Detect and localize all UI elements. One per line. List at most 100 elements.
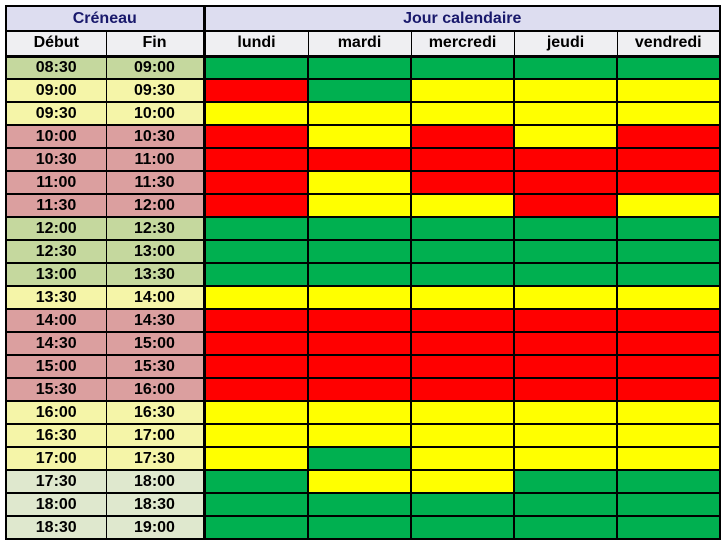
slot-start-cell[interactable]: 12:30	[5, 239, 107, 264]
slot-end-cell[interactable]: 10:30	[105, 124, 206, 149]
slot-status-cell[interactable]	[616, 446, 721, 471]
slot-status-cell[interactable]	[513, 54, 618, 80]
slot-start-cell[interactable]: 10:30	[5, 147, 107, 172]
slot-status-cell[interactable]	[616, 78, 721, 103]
slot-status-cell[interactable]	[410, 492, 515, 517]
slot-status-cell[interactable]	[307, 216, 412, 241]
slot-status-cell[interactable]	[410, 354, 515, 379]
slot-status-cell[interactable]	[513, 423, 618, 448]
slot-end-cell[interactable]: 09:30	[105, 78, 206, 103]
slot-status-cell[interactable]	[513, 285, 618, 310]
slot-status-cell[interactable]	[202, 216, 309, 241]
slot-start-cell[interactable]: 15:30	[5, 377, 107, 402]
slot-status-cell[interactable]	[513, 400, 618, 425]
slot-end-cell[interactable]: 12:00	[105, 193, 206, 218]
slot-status-cell[interactable]	[616, 54, 721, 80]
slot-start-cell[interactable]: 13:30	[5, 285, 107, 310]
slot-status-cell[interactable]	[202, 54, 309, 80]
slot-start-cell[interactable]: 14:00	[5, 308, 107, 333]
slot-status-cell[interactable]	[410, 423, 515, 448]
slot-status-cell[interactable]	[307, 469, 412, 494]
slot-status-cell[interactable]	[307, 239, 412, 264]
slot-status-cell[interactable]	[513, 170, 618, 195]
slot-status-cell[interactable]	[616, 308, 721, 333]
slot-status-cell[interactable]	[202, 515, 309, 540]
slot-status-cell[interactable]	[616, 354, 721, 379]
slot-end-cell[interactable]: 16:00	[105, 377, 206, 402]
slot-status-cell[interactable]	[410, 193, 515, 218]
slot-end-cell[interactable]: 15:30	[105, 354, 206, 379]
slot-status-cell[interactable]	[616, 423, 721, 448]
slot-status-cell[interactable]	[616, 262, 721, 287]
slot-end-cell[interactable]: 09:00	[105, 54, 206, 80]
slot-status-cell[interactable]	[202, 423, 309, 448]
slot-status-cell[interactable]	[513, 446, 618, 471]
slot-status-cell[interactable]	[202, 469, 309, 494]
slot-status-cell[interactable]	[307, 423, 412, 448]
slot-start-cell[interactable]: 10:00	[5, 124, 107, 149]
slot-status-cell[interactable]	[202, 78, 309, 103]
slot-status-cell[interactable]	[513, 239, 618, 264]
slot-status-cell[interactable]	[410, 147, 515, 172]
slot-status-cell[interactable]	[307, 101, 412, 126]
slot-start-cell[interactable]: 18:30	[5, 515, 107, 540]
slot-status-cell[interactable]	[307, 400, 412, 425]
slot-status-cell[interactable]	[616, 147, 721, 172]
slot-status-cell[interactable]	[307, 446, 412, 471]
slot-status-cell[interactable]	[410, 124, 515, 149]
slot-status-cell[interactable]	[616, 216, 721, 241]
slot-status-cell[interactable]	[202, 239, 309, 264]
slot-status-cell[interactable]	[202, 124, 309, 149]
slot-status-cell[interactable]	[202, 492, 309, 517]
slot-status-cell[interactable]	[410, 446, 515, 471]
slot-status-cell[interactable]	[616, 239, 721, 264]
slot-status-cell[interactable]	[616, 101, 721, 126]
slot-start-cell[interactable]: 18:00	[5, 492, 107, 517]
slot-status-cell[interactable]	[307, 262, 412, 287]
slot-status-cell[interactable]	[410, 216, 515, 241]
slot-status-cell[interactable]	[513, 78, 618, 103]
slot-status-cell[interactable]	[202, 446, 309, 471]
slot-status-cell[interactable]	[307, 78, 412, 103]
slot-start-cell[interactable]: 13:00	[5, 262, 107, 287]
slot-status-cell[interactable]	[307, 354, 412, 379]
slot-status-cell[interactable]	[307, 331, 412, 356]
slot-status-cell[interactable]	[410, 262, 515, 287]
slot-status-cell[interactable]	[410, 285, 515, 310]
slot-status-cell[interactable]	[616, 170, 721, 195]
slot-status-cell[interactable]	[202, 308, 309, 333]
slot-end-cell[interactable]: 11:30	[105, 170, 206, 195]
slot-end-cell[interactable]: 18:00	[105, 469, 206, 494]
slot-status-cell[interactable]	[307, 515, 412, 540]
slot-status-cell[interactable]	[202, 285, 309, 310]
slot-status-cell[interactable]	[202, 331, 309, 356]
slot-status-cell[interactable]	[410, 377, 515, 402]
slot-end-cell[interactable]: 14:00	[105, 285, 206, 310]
slot-status-cell[interactable]	[410, 78, 515, 103]
slot-status-cell[interactable]	[307, 377, 412, 402]
slot-status-cell[interactable]	[202, 101, 309, 126]
slot-end-cell[interactable]: 10:00	[105, 101, 206, 126]
slot-status-cell[interactable]	[307, 492, 412, 517]
slot-status-cell[interactable]	[513, 124, 618, 149]
slot-status-cell[interactable]	[616, 193, 721, 218]
slot-status-cell[interactable]	[202, 147, 309, 172]
slot-status-cell[interactable]	[513, 147, 618, 172]
slot-start-cell[interactable]: 09:00	[5, 78, 107, 103]
slot-status-cell[interactable]	[410, 469, 515, 494]
slot-end-cell[interactable]: 13:30	[105, 262, 206, 287]
slot-status-cell[interactable]	[616, 469, 721, 494]
slot-status-cell[interactable]	[513, 331, 618, 356]
slot-start-cell[interactable]: 09:30	[5, 101, 107, 126]
slot-start-cell[interactable]: 12:00	[5, 216, 107, 241]
slot-status-cell[interactable]	[513, 193, 618, 218]
slot-status-cell[interactable]	[513, 262, 618, 287]
slot-status-cell[interactable]	[410, 400, 515, 425]
slot-status-cell[interactable]	[410, 101, 515, 126]
slot-status-cell[interactable]	[410, 170, 515, 195]
slot-start-cell[interactable]: 11:30	[5, 193, 107, 218]
slot-end-cell[interactable]: 13:00	[105, 239, 206, 264]
slot-status-cell[interactable]	[410, 239, 515, 264]
slot-status-cell[interactable]	[616, 285, 721, 310]
slot-status-cell[interactable]	[616, 492, 721, 517]
